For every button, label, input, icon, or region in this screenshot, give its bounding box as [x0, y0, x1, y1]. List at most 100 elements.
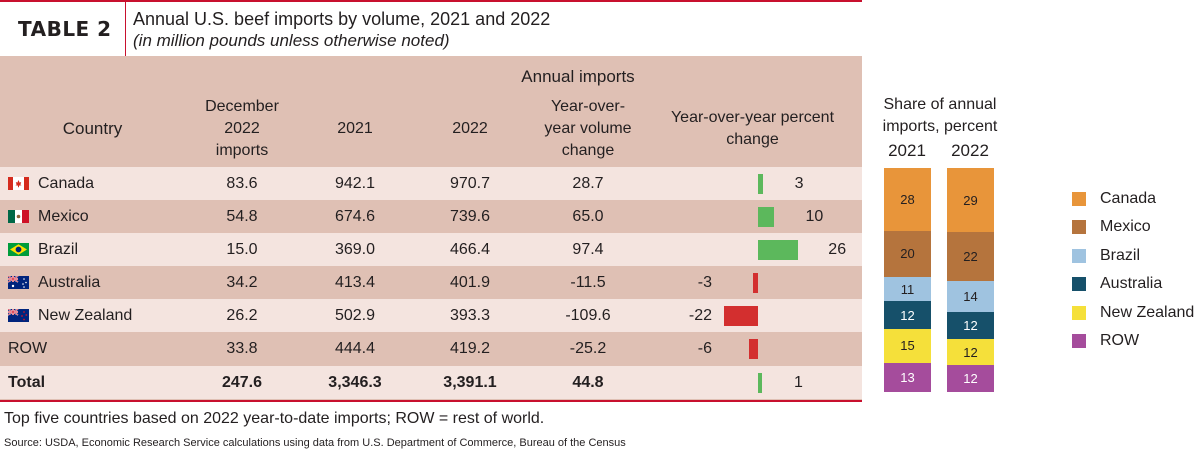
- percent-change-bar: [758, 207, 774, 227]
- canada-flag-icon: [8, 177, 29, 190]
- percent-change-label: 10: [805, 208, 824, 225]
- percent-change-label: 26: [828, 241, 847, 258]
- legend-item-australia: Australia: [1072, 273, 1162, 295]
- share-title-line: imports, percent: [882, 118, 998, 135]
- header-divider: [125, 2, 126, 56]
- country-name: Brazil: [38, 241, 79, 258]
- volume-change-value: 28.7: [572, 175, 604, 192]
- volume-change-value: -109.6: [565, 307, 611, 324]
- share-segment-mexico: 22: [947, 232, 994, 282]
- annual-imports-header: Annual imports: [521, 67, 635, 86]
- mexico-flag-icon: [8, 210, 29, 223]
- share-segment-brazil: 14: [947, 281, 994, 313]
- legend-swatch: [1072, 334, 1086, 348]
- share-title: Share of annual imports, percent: [870, 94, 1010, 138]
- share-year-2021: 2021: [888, 141, 926, 160]
- percent-change-bar: [758, 240, 799, 260]
- legend-item-new-zealand: New Zealand: [1072, 302, 1194, 324]
- header-line: December: [205, 98, 279, 115]
- table-title: Annual U.S. beef imports by volume, 2021…: [133, 9, 551, 29]
- percent-change-label: 1: [794, 374, 803, 391]
- imports-2021-value: 444.4: [334, 340, 376, 357]
- legend-label: Australia: [1100, 275, 1163, 292]
- imports-2022-value: 970.7: [449, 175, 491, 192]
- header-line: Year-over-: [550, 98, 626, 115]
- imports-2022-total: 3,391.1: [443, 374, 497, 391]
- imports-2022-value: 419.2: [449, 340, 491, 357]
- year-2022-header: 2022: [452, 120, 488, 137]
- country-name: New Zealand: [38, 307, 133, 324]
- december-imports-value: 33.8: [226, 340, 258, 357]
- legend-item-row: ROW: [1072, 330, 1139, 352]
- percent-change-bar: [753, 273, 758, 293]
- australia-flag-icon: [8, 276, 29, 289]
- header-rule: [0, 0, 862, 2]
- december-imports-value: 26.2: [226, 307, 258, 324]
- imports-2021-value: 369.0: [334, 241, 376, 258]
- share-segment-australia: 12: [884, 301, 931, 329]
- table-subtitle: (in million pounds unless otherwise note…: [133, 31, 450, 50]
- imports-2022-value: 739.6: [449, 208, 491, 225]
- legend-item-brazil: Brazil: [1072, 245, 1140, 267]
- country-name: Mexico: [38, 208, 89, 225]
- imports-2022-value: 393.3: [449, 307, 491, 324]
- share-segment-brazil: 11: [884, 276, 931, 302]
- legend-label: Brazil: [1100, 247, 1141, 264]
- volume-change-value: -25.2: [569, 340, 607, 357]
- legend-item-canada: Canada: [1072, 188, 1156, 210]
- volume-change-value: 97.4: [572, 241, 604, 258]
- volume-change-value: 65.0: [572, 208, 604, 225]
- header-line: change: [561, 142, 615, 159]
- legend-swatch: [1072, 277, 1086, 291]
- year-2021-header: 2021: [337, 120, 373, 137]
- legend-item-mexico: Mexico: [1072, 216, 1151, 238]
- legend-swatch: [1072, 306, 1086, 320]
- percent-change-bar: [748, 339, 758, 359]
- imports-2021-total: 3,346.3: [328, 374, 382, 391]
- source-note: Source: USDA, Economic Research Service …: [4, 437, 626, 449]
- share-year-2022: 2022: [951, 141, 989, 160]
- share-segment-canada: 29: [947, 168, 994, 233]
- table-row: Australia 34.2 413.4 401.9 -11.5 -3: [0, 266, 862, 299]
- share-segment-australia: 12: [947, 312, 994, 339]
- imports-2022-value: 401.9: [449, 274, 491, 291]
- header-line: change: [726, 131, 779, 148]
- new-zealand-flag-icon: [8, 309, 29, 322]
- legend-label: Mexico: [1100, 218, 1151, 235]
- december-imports-value: 15.0: [226, 241, 258, 258]
- december-imports-header: December 2022 imports: [192, 96, 292, 162]
- table-row: ROW 33.8 444.4 419.2 -25.2 -6: [0, 332, 862, 365]
- country-name: Australia: [38, 274, 101, 291]
- volume-change-total: 44.8: [572, 374, 604, 391]
- imports-2021-value: 502.9: [334, 307, 376, 324]
- volume-change-header: Year-over- year volume change: [528, 96, 648, 162]
- share-segment-new-zealand: 12: [947, 338, 994, 366]
- december-imports-total: 247.6: [221, 374, 263, 391]
- header-line: imports: [215, 142, 269, 159]
- share-segment-new-zealand: 15: [884, 328, 931, 363]
- table-row: Canada 83.6 942.1 970.7 28.7 3: [0, 167, 862, 200]
- country-header: Country: [62, 119, 123, 138]
- share-stack-2021: 28 20 11 12 15 13: [884, 168, 931, 392]
- share-title-line: Share of annual: [883, 96, 997, 113]
- total-row: Total 247.6 3,346.3 3,391.1 44.8 1: [0, 366, 862, 399]
- footnote: Top five countries based on 2022 year-to…: [4, 410, 545, 427]
- share-segment-row: 13: [884, 362, 931, 392]
- percent-change-label: -6: [697, 340, 712, 357]
- percent-change-bar: [758, 373, 762, 393]
- legend-label: Canada: [1100, 190, 1157, 207]
- share-segment-canada: 28: [884, 168, 931, 232]
- percent-change-bar: [758, 174, 763, 194]
- percent-change-label: -22: [688, 307, 712, 324]
- imports-2022-value: 466.4: [449, 241, 491, 258]
- table-label: TABLE 2: [18, 17, 112, 41]
- percent-change-header: Year-over-year percent change: [660, 107, 845, 151]
- share-segment-mexico: 20: [884, 231, 931, 277]
- imports-2021-value: 942.1: [334, 175, 376, 192]
- total-label: Total: [8, 374, 46, 391]
- percent-change-label: -3: [697, 274, 712, 291]
- country-name: ROW: [8, 340, 48, 357]
- legend-swatch: [1072, 192, 1086, 206]
- table-bottom-rule: [0, 400, 862, 402]
- legend-swatch: [1072, 249, 1086, 263]
